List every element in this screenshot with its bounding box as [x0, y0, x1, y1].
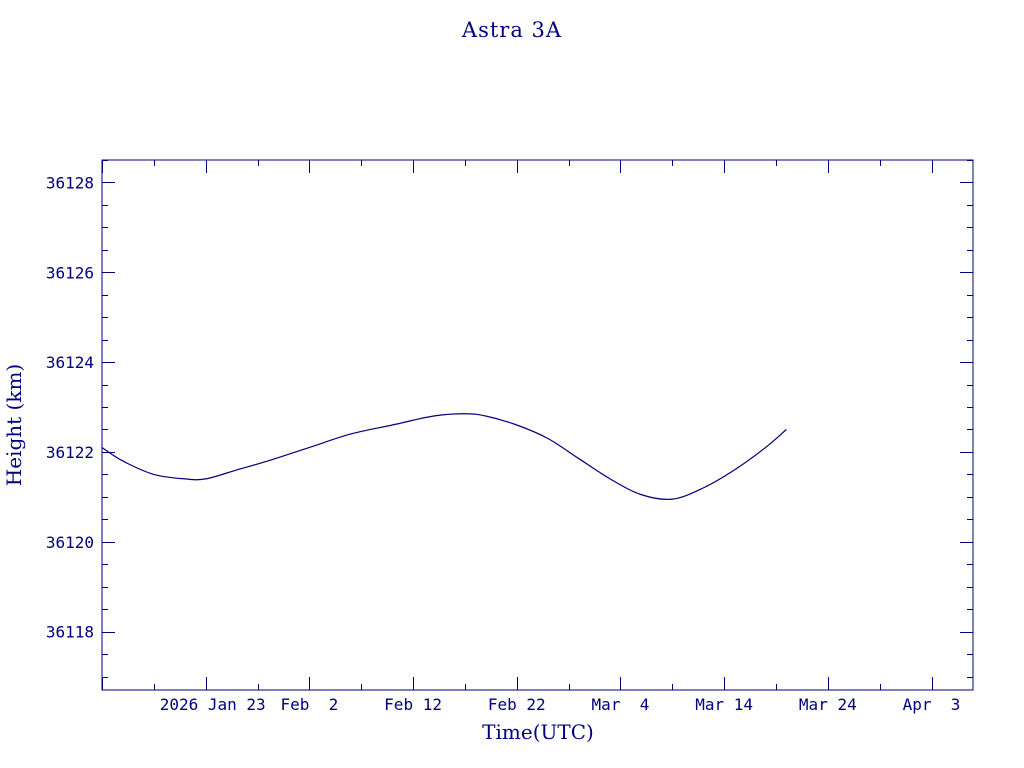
x-axis-label: Time(UTC): [482, 720, 594, 744]
y-tick-label: 36122: [46, 443, 94, 462]
x-axis: 2026 Jan 23 Feb 2 Feb 12 Feb 22 Mar 4 Mar 14 M…: [102, 160, 961, 714]
x-tick-label: Feb 22: [488, 695, 546, 714]
plot-border: [101, 159, 974, 691]
x-tick-label: Mar 24: [799, 695, 857, 714]
x-tick-label: Feb 2: [280, 695, 338, 714]
y-tick-label: 36118: [46, 623, 94, 642]
plot-frame: [101, 159, 974, 691]
y-tick-label: 36124: [46, 353, 94, 372]
y-axis-label: Height (km): [2, 364, 26, 486]
series: [101, 413, 787, 500]
y-axis: 36118 36120 36122 36124 36126 36128: [46, 160, 973, 678]
x-tick-label: Mar 14: [695, 695, 753, 714]
x-tick-label: Mar 4: [592, 695, 650, 714]
chart-title: Astra 3A: [461, 18, 562, 42]
y-tick-label: 36126: [46, 263, 94, 282]
series-line-height: [101, 413, 787, 500]
y-tick-label: 36120: [46, 533, 94, 552]
x-tick-label: Apr 3: [903, 695, 961, 714]
x-tick-label: Feb 12: [384, 695, 442, 714]
y-tick-label: 36128: [46, 173, 94, 192]
x-tick-label: 2026 Jan 23: [160, 695, 266, 714]
